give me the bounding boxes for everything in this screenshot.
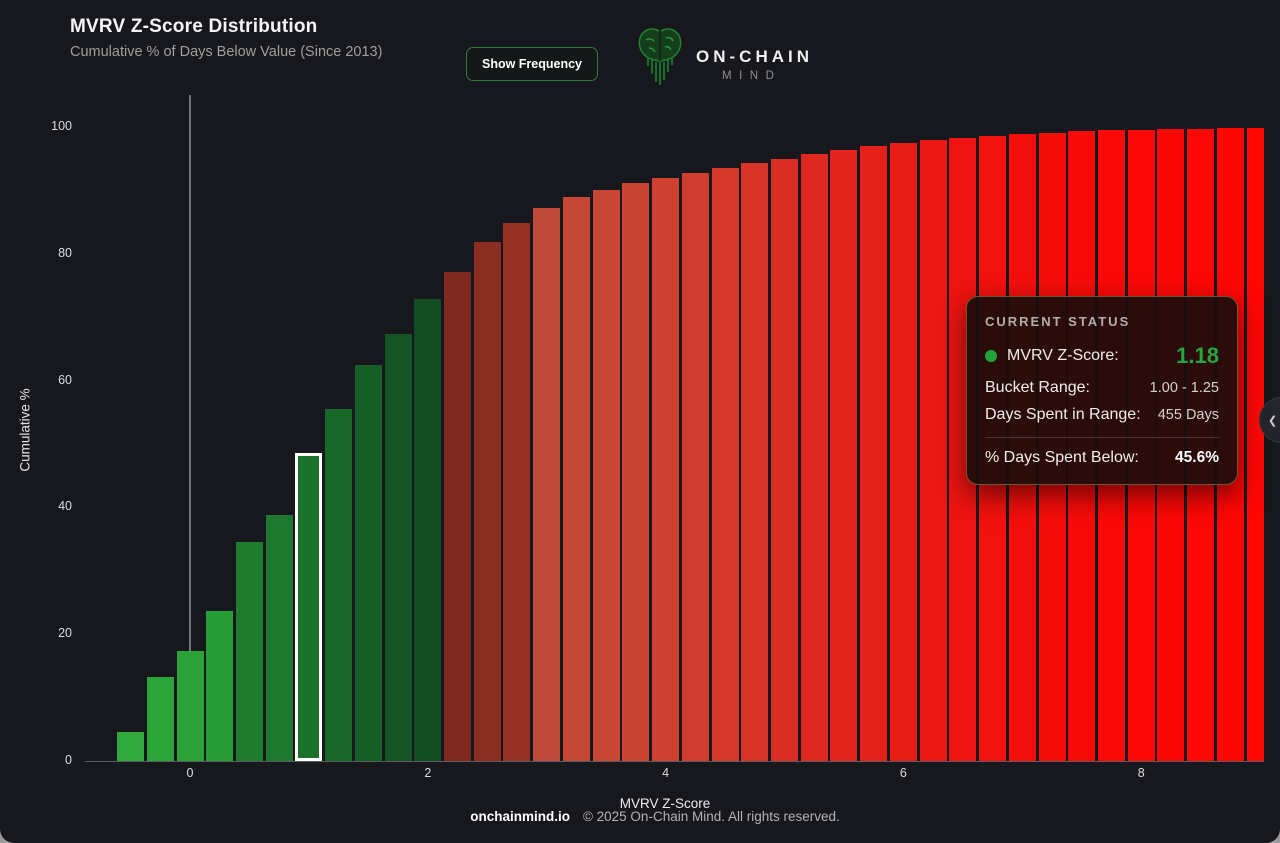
footer-site-link[interactable]: onchainmind.io xyxy=(470,809,570,824)
brand-name-line1: ON-CHAIN xyxy=(696,46,813,66)
highlighted-current-bucket-bar[interactable] xyxy=(295,452,323,761)
histogram-bar[interactable] xyxy=(652,177,680,761)
y-axis-tick-label: 80 xyxy=(58,245,72,260)
show-frequency-button[interactable]: Show Frequency xyxy=(466,47,598,81)
histogram-bar[interactable] xyxy=(622,183,650,761)
histogram-bar[interactable] xyxy=(562,197,590,761)
histogram-bar[interactable] xyxy=(354,364,382,761)
y-axis-tick-label: 0 xyxy=(65,753,72,767)
histogram-bar[interactable] xyxy=(711,167,739,761)
status-divider xyxy=(985,437,1219,438)
brand-name: ON-CHAIN MIND xyxy=(696,47,813,82)
histogram-bar[interactable] xyxy=(473,242,501,761)
y-axis-tick-label: 20 xyxy=(58,626,72,641)
histogram-bar[interactable] xyxy=(206,611,234,761)
y-axis-title: Cumulative % xyxy=(17,388,33,472)
days-below-label: % Days Spent Below: xyxy=(985,449,1139,466)
green-dot-icon xyxy=(985,350,997,362)
brand-name-line2: MIND xyxy=(722,69,782,82)
chevron-left-icon: ❮ xyxy=(1268,414,1278,427)
x-axis-tick-label: 8 xyxy=(1137,766,1145,780)
bucket-range-value: 1.00 - 1.25 xyxy=(1149,380,1219,396)
x-axis-tick-label: 6 xyxy=(899,766,907,780)
bucket-range-row: Bucket Range: 1.00 - 1.25 xyxy=(985,379,1219,397)
histogram-bar[interactable] xyxy=(771,158,798,761)
footer: onchainmind.io © 2025 On-Chain Mind. All… xyxy=(0,809,1280,824)
x-axis-line xyxy=(85,761,1264,762)
y-axis-tick-label: 60 xyxy=(58,372,72,387)
days-in-range-row: Days Spent in Range: 455 Days xyxy=(985,406,1219,424)
days-below-value: 45.6% xyxy=(1175,449,1219,466)
status-panel-title: CURRENT STATUS xyxy=(985,314,1131,329)
histogram-bar[interactable] xyxy=(384,334,412,761)
histogram-bar[interactable] xyxy=(533,207,561,761)
x-axis-title: MVRV Z-Score xyxy=(619,796,711,811)
current-status-panel: CURRENT STATUS MVRV Z-Score: 1.18 Bucket… xyxy=(966,296,1238,485)
days-in-range-label: Days Spent in Range: xyxy=(985,406,1141,423)
histogram-bar[interactable] xyxy=(235,542,263,761)
histogram-bar[interactable] xyxy=(146,677,174,761)
y-axis-tick-label: 100 xyxy=(51,119,72,133)
histogram-bar[interactable] xyxy=(860,146,888,761)
page-title: MVRV Z-Score Distribution xyxy=(70,16,318,37)
footer-copyright: © 2025 On-Chain Mind. All rights reserve… xyxy=(582,809,840,824)
y-axis-tick-label: 40 xyxy=(58,499,72,514)
histogram-bar[interactable] xyxy=(414,299,442,761)
histogram-bar[interactable] xyxy=(681,172,709,761)
histogram-bar[interactable] xyxy=(503,223,531,761)
histogram-bar[interactable] xyxy=(325,409,353,761)
brand-logo: ON-CHAIN MIND xyxy=(632,26,813,88)
zscore-row: MVRV Z-Score: 1.18 xyxy=(985,343,1219,369)
zscore-value: 1.18 xyxy=(1176,343,1219,368)
brain-logo-icon xyxy=(632,26,688,88)
histogram-bar[interactable] xyxy=(919,140,947,761)
histogram-bar[interactable] xyxy=(265,515,293,761)
x-axis-tick-label: 0 xyxy=(186,766,194,780)
histogram-bar[interactable] xyxy=(741,163,769,761)
days-below-row: % Days Spent Below: 45.6% xyxy=(985,449,1219,467)
histogram-bar[interactable] xyxy=(1246,127,1264,761)
histogram-bar[interactable] xyxy=(444,271,472,761)
histogram-bar[interactable] xyxy=(592,189,620,761)
bucket-range-label: Bucket Range: xyxy=(985,379,1090,396)
histogram-bar[interactable] xyxy=(800,154,828,761)
days-in-range-value: 455 Days xyxy=(1157,407,1219,423)
zscore-label: MVRV Z-Score: xyxy=(1007,347,1119,364)
histogram-bar[interactable] xyxy=(889,142,917,761)
histogram-bar[interactable] xyxy=(830,149,858,761)
x-axis-tick-label: 2 xyxy=(424,766,432,780)
x-axis-tick-label: 4 xyxy=(662,766,670,780)
histogram-bar[interactable] xyxy=(117,731,145,761)
zero-reference-line xyxy=(189,95,191,761)
histogram-bar[interactable] xyxy=(176,651,204,761)
page-subtitle: Cumulative % of Days Below Value (Since … xyxy=(70,44,383,60)
